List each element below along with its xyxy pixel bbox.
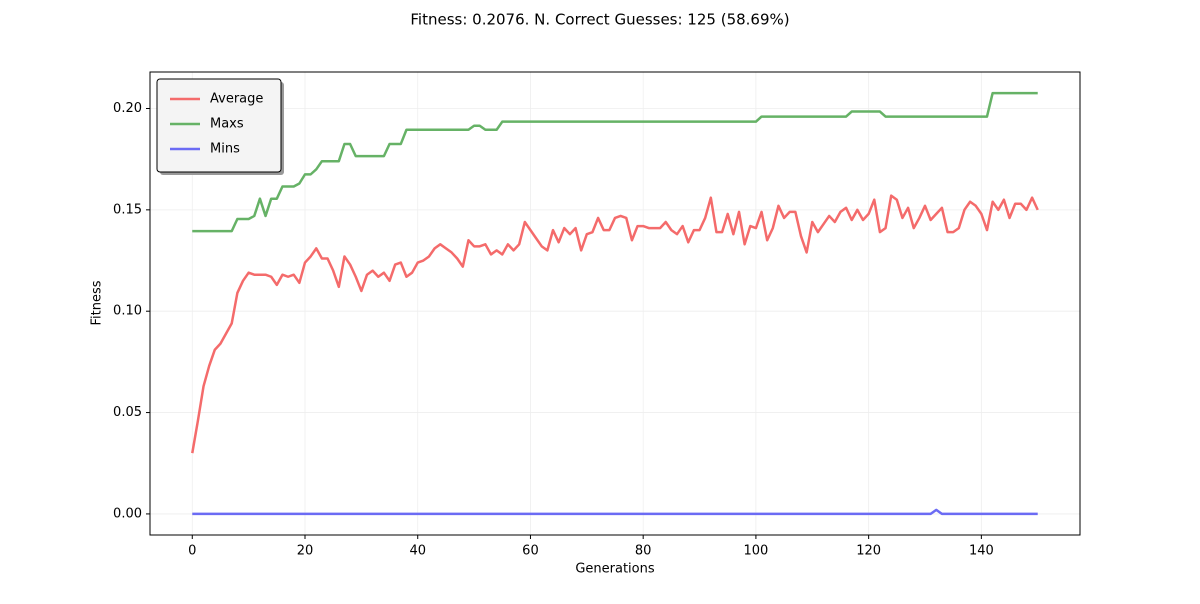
x-tick-label: 140 [969,544,994,559]
x-tick-label: 120 [856,544,881,559]
data-line [192,508,1038,516]
x-tick-label: 100 [743,544,768,559]
y-tick-label: 0.05 [113,405,142,420]
x-tick-label: 60 [522,544,539,559]
legend-label: Mins [210,142,240,157]
x-axis-label: Generations [575,562,655,577]
y-tick-label: 0.20 [113,101,142,116]
x-tick-label: 20 [297,544,314,559]
y-axis-label: Fitness [90,280,105,325]
x-tick-label: 0 [188,544,196,559]
y-tick-label: 0.10 [113,304,142,319]
x-tick-label: 40 [409,544,426,559]
data-line [192,91,1038,233]
data-line [191,194,1039,454]
y-tick-label: 0.15 [113,202,142,217]
y-tick-label: 0.00 [113,506,142,521]
chart-title: Fitness: 0.2076. N. Correct Guesses: 125… [410,11,789,29]
x-tick-label: 80 [635,544,652,559]
plot-frame [149,71,1081,536]
legend-label: Maxs [210,117,244,132]
legend-label: Average [210,92,263,107]
